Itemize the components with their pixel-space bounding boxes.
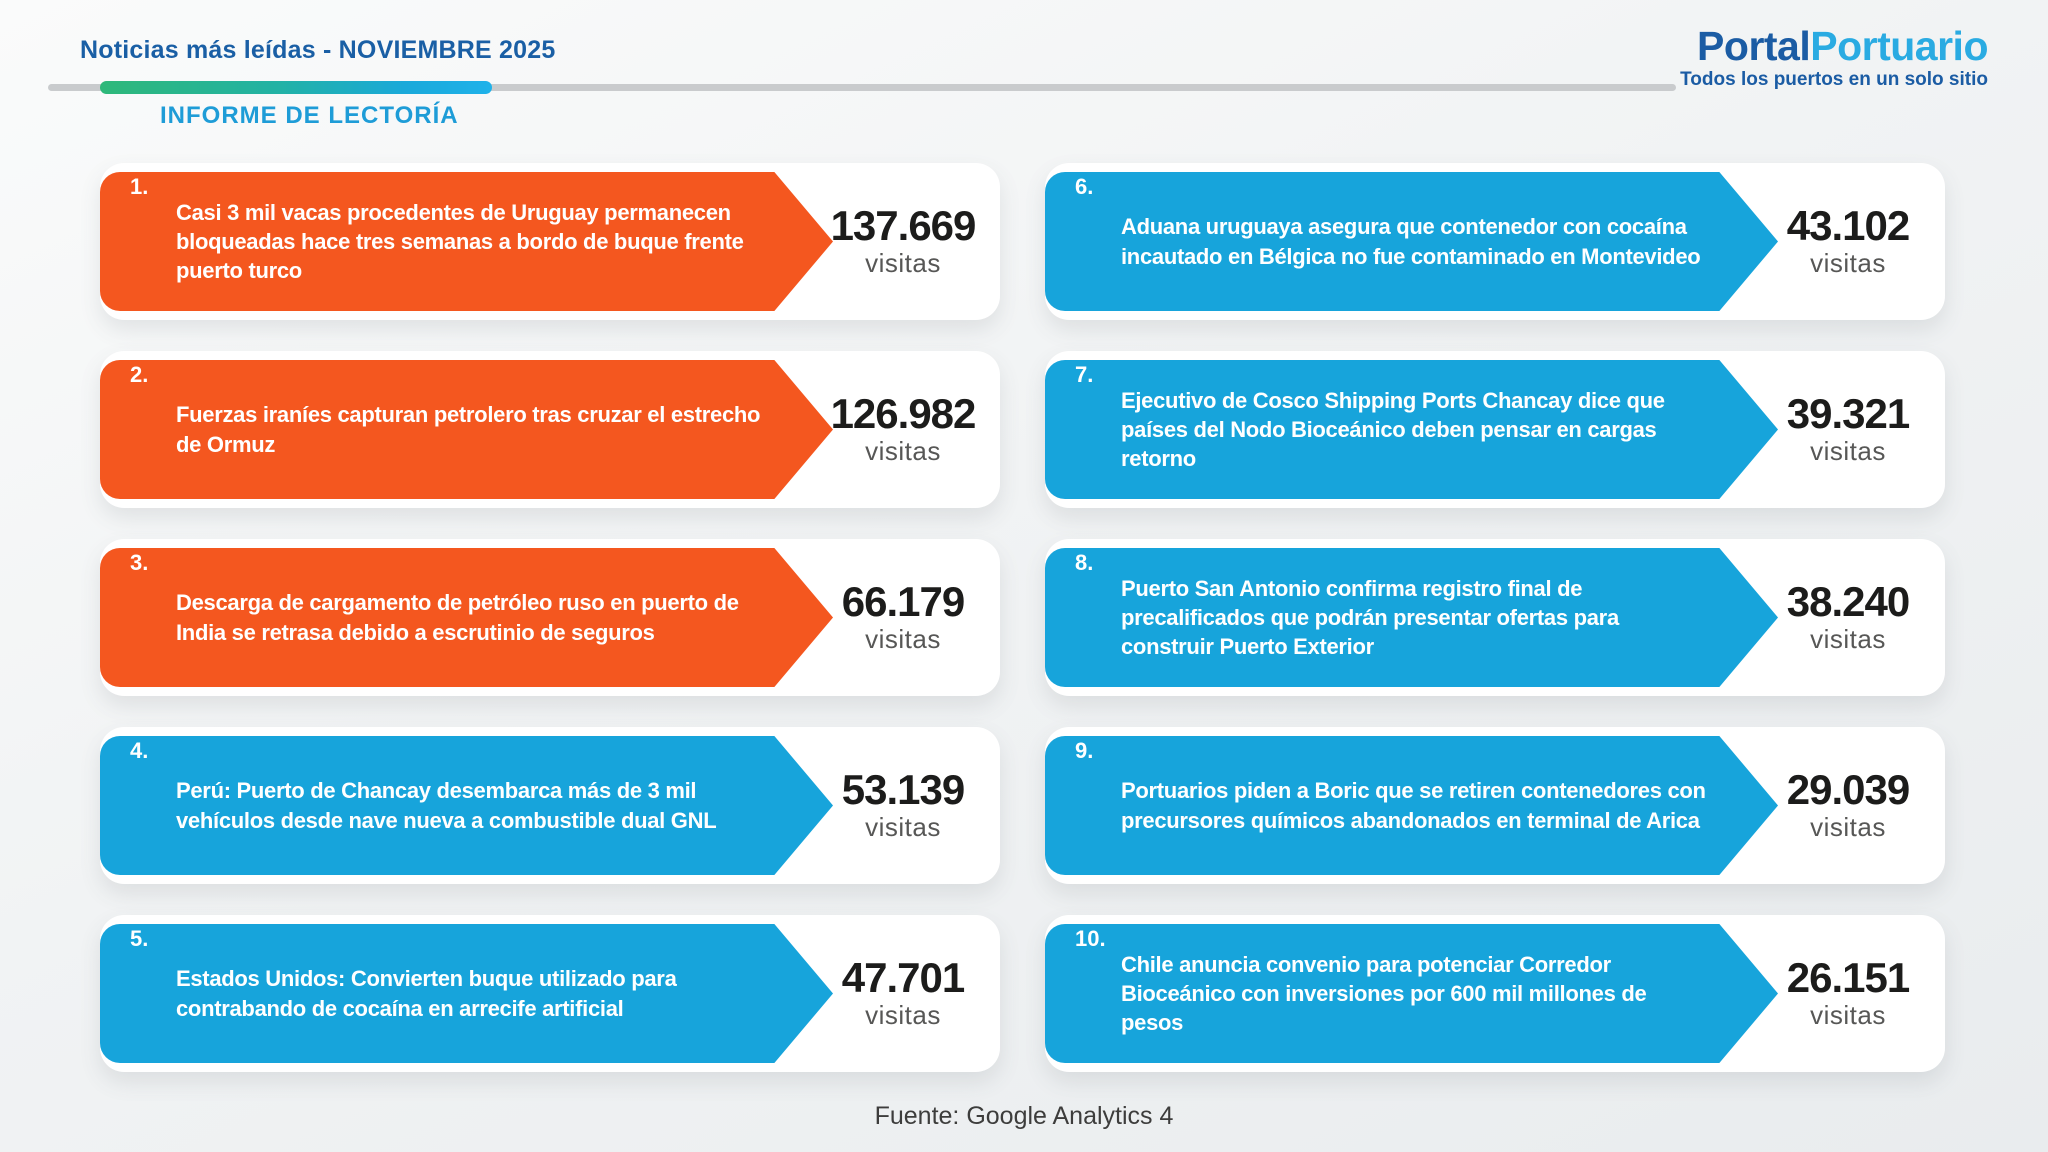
visit-count-label: visitas: [1810, 248, 1886, 279]
news-headline: Portuarios piden a Boric que se retiren …: [1121, 778, 1706, 833]
visit-count: 39.321 visitas: [1755, 351, 1941, 508]
rank-number: 10.: [1075, 926, 1106, 951]
visit-count-label: visitas: [1810, 436, 1886, 467]
rank-number: 4.: [130, 738, 149, 763]
visit-count-value: 26.151: [1786, 953, 1910, 1001]
news-item-card: 10. Chile anuncia convenio para potencia…: [1045, 915, 1945, 1072]
news-headline: Casi 3 mil vacas procedentes de Uruguay …: [176, 199, 744, 284]
visit-count-value: 66.179: [841, 577, 965, 625]
news-headline: Puerto San Antonio confirma registro fin…: [1121, 575, 1619, 660]
news-rank-arrow: 4. Perú: Puerto de Chancay desembarca má…: [100, 736, 833, 875]
rank-number: 7.: [1075, 362, 1094, 387]
page-title: Noticias más leídas - NOVIEMBRE 2025: [80, 36, 556, 64]
logo-part-portuario: Portuario: [1810, 23, 1988, 69]
visit-count-label: visitas: [1810, 1000, 1886, 1031]
news-headline: Perú: Puerto de Chancay desembarca más d…: [176, 778, 717, 833]
rank-number: 2.: [130, 362, 149, 387]
visit-count: 38.240 visitas: [1755, 539, 1941, 696]
rank-number: 5.: [130, 926, 149, 951]
visit-count: 137.669 visitas: [810, 163, 996, 320]
news-item-card: 4. Perú: Puerto de Chancay desembarca má…: [100, 727, 1000, 884]
visit-count: 26.151 visitas: [1755, 915, 1941, 1072]
news-headline: Fuerzas iraníes capturan petrolero tras …: [176, 402, 761, 457]
news-ranking-grid: 1. Casi 3 mil vacas procedentes de Urugu…: [100, 163, 1945, 1072]
visit-count-label: visitas: [865, 248, 941, 279]
divider-line: [48, 84, 1676, 91]
news-headline: Aduana uruguaya asegura que contenedor c…: [1121, 214, 1701, 269]
visit-count-label: visitas: [865, 812, 941, 843]
news-rank-arrow: 8. Puerto San Antonio confirma registro …: [1045, 548, 1778, 687]
news-item-card: 7. Ejecutivo de Cosco Shipping Ports Cha…: [1045, 351, 1945, 508]
news-rank-arrow: 6. Aduana uruguaya asegura que contenedo…: [1045, 172, 1778, 311]
news-rank-arrow: 1. Casi 3 mil vacas procedentes de Urugu…: [100, 172, 833, 311]
rank-number: 6.: [1075, 174, 1094, 199]
visit-count: 66.179 visitas: [810, 539, 996, 696]
news-item-card: 8. Puerto San Antonio confirma registro …: [1045, 539, 1945, 696]
visit-count-value: 29.039: [1786, 765, 1910, 813]
news-rank-arrow: 10. Chile anuncia convenio para potencia…: [1045, 924, 1778, 1063]
news-rank-arrow: 3. Descarga de cargamento de petróleo ru…: [100, 548, 833, 687]
visit-count: 43.102 visitas: [1755, 163, 1941, 320]
visit-count-value: 126.982: [830, 389, 977, 437]
news-headline: Ejecutivo de Cosco Shipping Ports Chanca…: [1121, 387, 1665, 472]
news-headline: Chile anuncia convenio para potenciar Co…: [1121, 951, 1647, 1036]
visit-count-value: 38.240: [1786, 577, 1910, 625]
visit-count-label: visitas: [1810, 812, 1886, 843]
visit-count-label: visitas: [1810, 624, 1886, 655]
news-item-card: 9. Portuarios piden a Boric que se retir…: [1045, 727, 1945, 884]
visit-count-label: visitas: [865, 1000, 941, 1031]
news-item-card: 2. Fuerzas iraníes capturan petrolero tr…: [100, 351, 1000, 508]
news-headline: Estados Unidos: Convierten buque utiliza…: [176, 966, 677, 1021]
news-item-card: 3. Descarga de cargamento de petróleo ru…: [100, 539, 1000, 696]
visit-count: 53.139 visitas: [810, 727, 996, 884]
news-item-card: 5. Estados Unidos: Convierten buque util…: [100, 915, 1000, 1072]
news-rank-arrow: 5. Estados Unidos: Convierten buque util…: [100, 924, 833, 1063]
news-rank-arrow: 2. Fuerzas iraníes capturan petrolero tr…: [100, 360, 833, 499]
news-item-card: 6. Aduana uruguaya asegura que contenedo…: [1045, 163, 1945, 320]
visit-count-label: visitas: [865, 624, 941, 655]
logo-part-portal: Portal: [1697, 23, 1811, 69]
news-item-card: 1. Casi 3 mil vacas procedentes de Urugu…: [100, 163, 1000, 320]
visit-count-value: 47.701: [841, 953, 965, 1001]
logo-tagline: Todos los puertos en un solo sitio: [1680, 69, 1988, 90]
visit-count-value: 53.139: [841, 765, 965, 813]
portal-portuario-logo: PortalPortuario Todos los puertos en un …: [1680, 26, 1988, 90]
visit-count-label: visitas: [865, 436, 941, 467]
news-rank-arrow: 7. Ejecutivo de Cosco Shipping Ports Cha…: [1045, 360, 1778, 499]
logo-wordmark: PortalPortuario: [1680, 26, 1988, 67]
visit-count: 126.982 visitas: [810, 351, 996, 508]
visit-count-value: 137.669: [830, 201, 977, 249]
rank-number: 1.: [130, 174, 149, 199]
rank-number: 9.: [1075, 738, 1094, 763]
news-rank-arrow: 9. Portuarios piden a Boric que se retir…: [1045, 736, 1778, 875]
rank-number: 8.: [1075, 550, 1094, 575]
report-subtitle: INFORME DE LECTORÍA: [160, 102, 459, 129]
visit-count: 47.701 visitas: [810, 915, 996, 1072]
gradient-progress-bar: [100, 81, 492, 94]
data-source-note: Fuente: Google Analytics 4: [874, 1102, 1174, 1130]
news-headline: Descarga de cargamento de petróleo ruso …: [176, 590, 739, 645]
visit-count: 29.039 visitas: [1755, 727, 1941, 884]
visit-count-value: 39.321: [1786, 389, 1910, 437]
visit-count-value: 43.102: [1786, 201, 1910, 249]
rank-number: 3.: [130, 550, 149, 575]
